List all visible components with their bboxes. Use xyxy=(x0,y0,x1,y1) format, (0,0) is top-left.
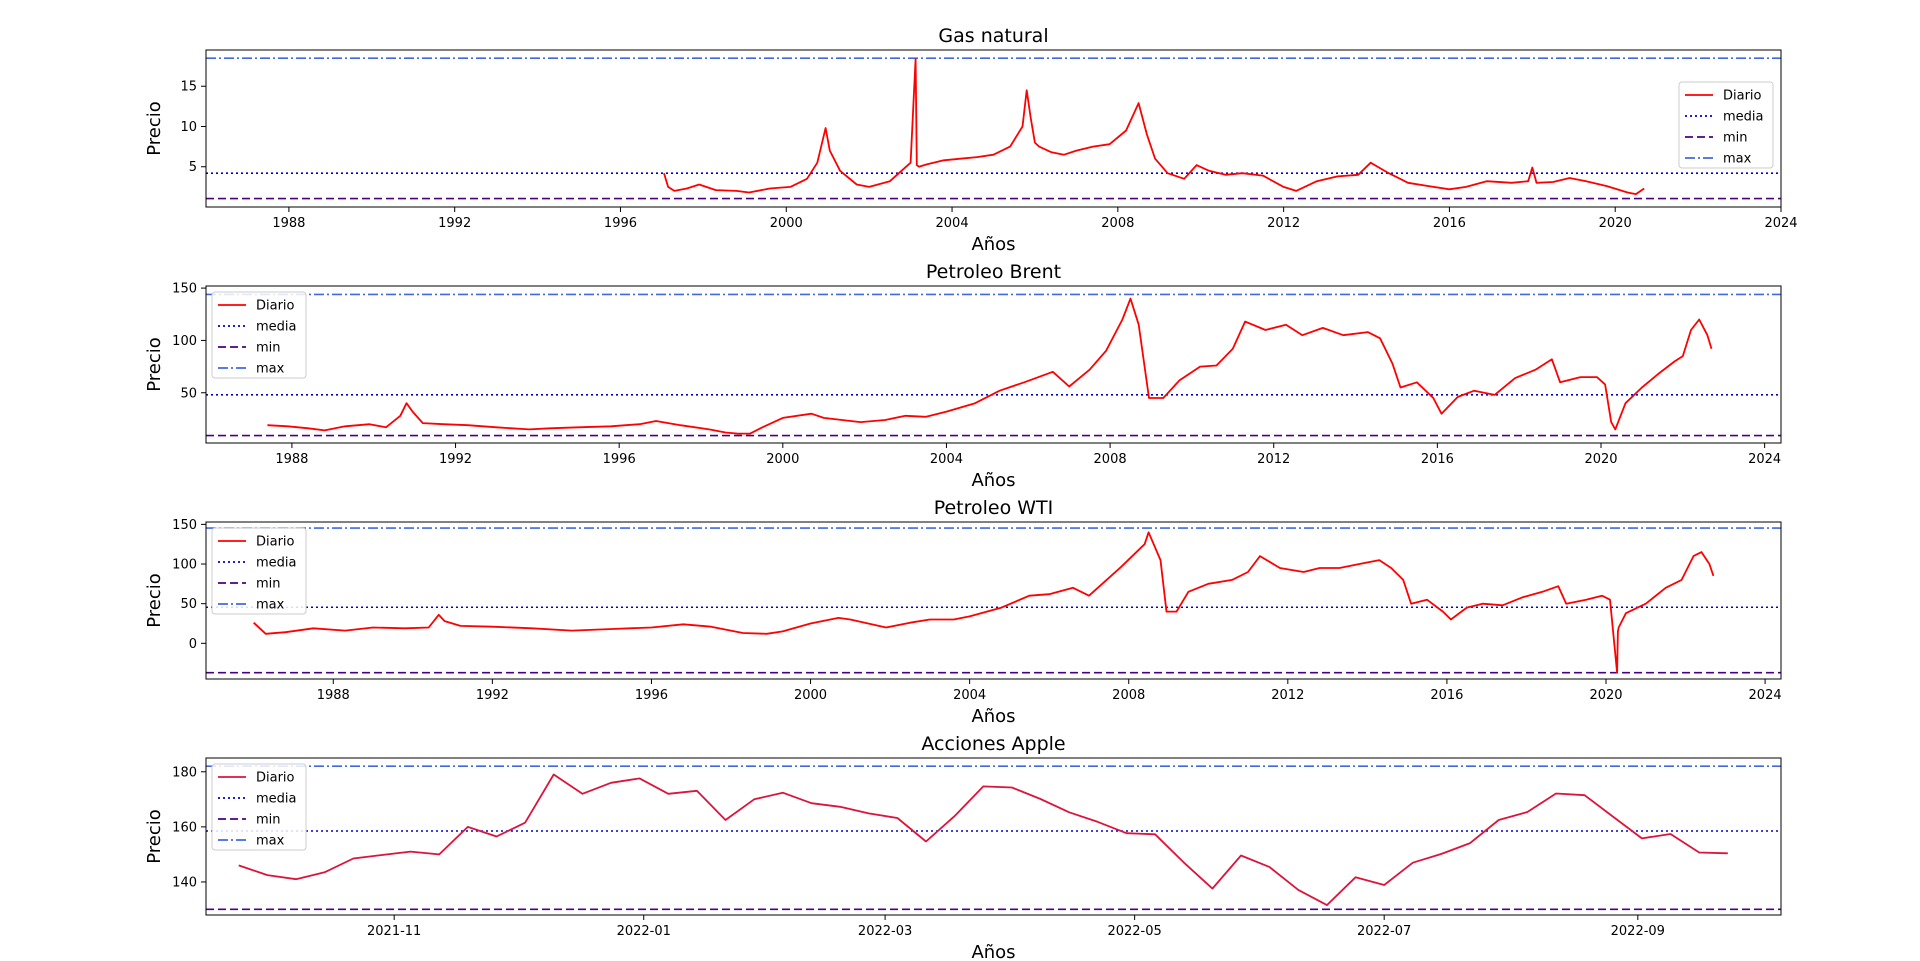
legend: Diario media min max xyxy=(211,527,307,615)
y-axis-label: Precio xyxy=(144,337,165,392)
x-tick-label: 2020 xyxy=(1584,452,1617,467)
x-tick-label: 1996 xyxy=(603,452,636,467)
x-tick-label: 2024 xyxy=(1748,452,1781,467)
x-tick-label: 1988 xyxy=(275,452,308,467)
y-axis-label: Precio xyxy=(144,101,165,156)
legend-label: media xyxy=(256,556,297,571)
y-tick-label: 100 xyxy=(172,558,197,573)
x-tick-label: 2004 xyxy=(953,688,986,703)
y-tick-label: 50 xyxy=(180,597,197,612)
legend-label: Diario xyxy=(1723,89,1762,104)
legend-box xyxy=(211,527,307,615)
y-tick-label: 160 xyxy=(172,820,197,835)
x-tick-label: 2024 xyxy=(1764,216,1797,231)
x-tick-label: 2020 xyxy=(1589,688,1622,703)
x-tick-label: 2021-11 xyxy=(367,924,421,939)
x-tick-label: 2000 xyxy=(770,216,803,231)
legend: Diario media min max xyxy=(1678,81,1774,169)
x-tick-label: 1988 xyxy=(272,216,305,231)
x-tick-label: 2008 xyxy=(1112,688,1145,703)
legend-label: Diario xyxy=(256,299,295,314)
x-tick-label: 1992 xyxy=(438,216,471,231)
plot-frame xyxy=(205,285,1782,444)
series-line-diario xyxy=(238,773,1728,906)
legend-label: min xyxy=(256,577,281,592)
x-tick-label: 2024 xyxy=(1749,688,1782,703)
chart-panel-3: Petroleo WTI 1988 1992 1996 2000 2004 2008 2012… xyxy=(144,497,1782,727)
y-tick-label: 0 xyxy=(189,637,197,652)
legend-label: min xyxy=(256,341,281,356)
y-tick-label: 150 xyxy=(172,518,197,533)
y-tick-label: 50 xyxy=(180,386,197,401)
x-tick-label: 1992 xyxy=(476,688,509,703)
x-tick-label: 2008 xyxy=(1101,216,1134,231)
legend-label: media xyxy=(1723,110,1764,125)
x-tick-label: 1996 xyxy=(635,688,668,703)
y-tick-label: 140 xyxy=(172,875,197,890)
y-tick-label: 10 xyxy=(180,120,197,135)
x-tick-label: 1996 xyxy=(604,216,637,231)
x-axis-label: Años xyxy=(971,234,1015,255)
legend-label: max xyxy=(256,598,285,613)
legend-label: max xyxy=(256,362,285,377)
y-axis-label: Precio xyxy=(144,573,165,628)
x-tick-label: 2022-07 xyxy=(1357,924,1411,939)
y-tick-label: 5 xyxy=(189,160,197,175)
x-tick-label: 1992 xyxy=(439,452,472,467)
legend-label: media xyxy=(256,792,297,807)
plot-frame xyxy=(205,757,1782,916)
plot-frame xyxy=(205,521,1782,680)
x-tick-label: 2012 xyxy=(1267,216,1300,231)
x-axis-label: Años xyxy=(971,706,1015,727)
chart-panel-4: Acciones Apple 2021-11 2022-01 2022-03 2022-… xyxy=(144,733,1782,961)
chart-panel-1: Gas natural 1988 1992 1996 2000 2004 2008 2012 2… xyxy=(144,25,1798,255)
x-tick-label: 2022-01 xyxy=(617,924,671,939)
x-tick-label: 2000 xyxy=(794,688,827,703)
legend-box xyxy=(1678,81,1774,169)
legend: Diario media min max xyxy=(211,291,307,379)
plot-frame xyxy=(205,49,1782,208)
x-axis-label: Años xyxy=(971,942,1015,961)
x-tick-label: 2008 xyxy=(1094,452,1127,467)
x-tick-label: 2012 xyxy=(1257,452,1290,467)
y-tick-label: 150 xyxy=(172,282,197,297)
chart-title: Acciones Apple xyxy=(921,733,1065,755)
x-tick-label: 2020 xyxy=(1599,216,1632,231)
series-line-diario xyxy=(253,531,1715,674)
y-tick-label: 180 xyxy=(172,765,197,780)
x-tick-label: 2022-05 xyxy=(1107,924,1161,939)
x-tick-label: 2000 xyxy=(766,452,799,467)
legend-label: Diario xyxy=(256,771,295,786)
y-tick-label: 15 xyxy=(180,80,197,95)
chart-title: Gas natural xyxy=(938,25,1048,47)
series-line-diario xyxy=(663,58,1645,195)
chart-panel-2: Petroleo Brent 1988 1992 1996 2000 2004 2008 20… xyxy=(144,261,1782,491)
y-tick-label: 100 xyxy=(172,334,197,349)
x-tick-label: 1988 xyxy=(317,688,350,703)
legend-label: max xyxy=(256,834,285,849)
x-axis-label: Años xyxy=(971,470,1015,491)
x-tick-label: 2016 xyxy=(1433,216,1466,231)
x-tick-label: 2022-03 xyxy=(858,924,912,939)
x-tick-label: 2004 xyxy=(930,452,963,467)
legend-box xyxy=(211,291,307,379)
legend-label: min xyxy=(256,813,281,828)
legend-label: Diario xyxy=(256,535,295,550)
legend-box xyxy=(211,763,307,851)
legend: Diario media min max xyxy=(211,763,307,851)
x-tick-label: 2022-09 xyxy=(1611,924,1665,939)
chart-title: Petroleo Brent xyxy=(926,261,1061,283)
x-tick-label: 2016 xyxy=(1421,452,1454,467)
x-tick-label: 2016 xyxy=(1430,688,1463,703)
series-line-diario xyxy=(267,297,1713,435)
legend-label: media xyxy=(256,320,297,335)
chart-title: Petroleo WTI xyxy=(934,497,1054,519)
legend-label: max xyxy=(1723,152,1752,167)
legend-label: min xyxy=(1723,131,1748,146)
x-tick-label: 2012 xyxy=(1271,688,1304,703)
y-axis-label: Precio xyxy=(144,809,165,864)
x-tick-label: 2004 xyxy=(936,216,969,231)
